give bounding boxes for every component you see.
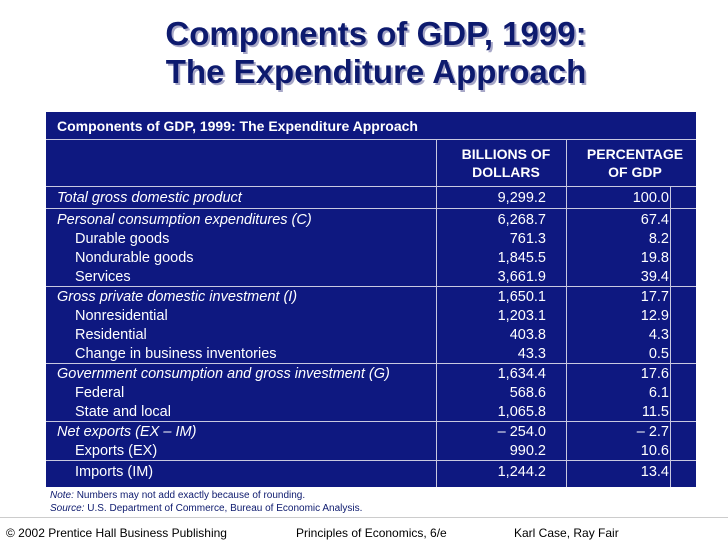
table-row: Nondurable goods 1,845.5 19.8 [46, 248, 696, 267]
row-label: Imports (IM) [75, 464, 154, 480]
note-label: Note: [50, 490, 74, 501]
gdp-table: Components of GDP, 1999: The Expenditure… [46, 112, 696, 487]
row-label: Change in business inventories [75, 346, 277, 362]
col-percent-header-2: OF GDP [608, 164, 662, 180]
row-percent: 4.3 [648, 327, 669, 343]
row-label: Nonresidential [75, 308, 168, 324]
source-label: Source: [50, 503, 85, 514]
row-percent: 17.7 [640, 289, 669, 305]
row-billions: 990.2 [509, 443, 546, 459]
table-row: Durable goods 761.3 8.2 [46, 229, 696, 248]
row-label: Personal consumption expenditures (C) [57, 212, 312, 228]
table-row: Total gross domestic product 9,299.2 100… [46, 188, 696, 207]
row-percent: 11.5 [641, 404, 669, 420]
row-billions: – 254.0 [497, 424, 546, 440]
row-label: Government consumption and gross investm… [57, 366, 390, 382]
row-billions: 3,661.9 [497, 269, 546, 285]
row-billions: 1,244.2 [497, 464, 546, 480]
table-row: State and local 1,065.8 11.5 [46, 402, 696, 421]
slide-footer: © 2002 Prentice Hall Business Publishing… [0, 517, 728, 547]
row-billions: 568.6 [509, 385, 546, 401]
row-percent: 67.4 [640, 212, 669, 228]
row-label: Federal [75, 385, 125, 401]
table-row: Personal consumption expenditures (C) 6,… [46, 210, 696, 229]
table-row: Imports (IM) 1,244.2 13.4 [46, 462, 696, 481]
slide-title-line2: The Expenditure Approach [165, 53, 587, 90]
source-text: U.S. Department of Commerce, Bureau of E… [87, 503, 363, 514]
row-percent: 13.4 [640, 464, 669, 480]
row-divider [46, 421, 696, 422]
row-percent: 39.4 [640, 269, 669, 285]
footnote-note: Note: Numbers may not add exactly becaus… [50, 490, 305, 501]
row-billions: 6,268.7 [497, 212, 546, 228]
table-row: Gross private domestic investment (I) 1,… [46, 287, 696, 306]
row-label: State and local [75, 404, 171, 420]
row-label: Total gross domestic product [57, 190, 242, 206]
table-row: Nonresidential 1,203.1 12.9 [46, 306, 696, 325]
caption-divider [46, 139, 696, 140]
row-divider [46, 286, 696, 287]
row-label: Nondurable goods [75, 250, 194, 266]
table-row: Federal 568.6 6.1 [46, 383, 696, 402]
col-divider-1 [436, 140, 437, 487]
row-billions: 403.8 [509, 327, 546, 343]
row-percent: – 2.7 [636, 424, 669, 440]
row-divider [46, 363, 696, 364]
row-percent: 12.9 [640, 308, 669, 324]
table-caption: Components of GDP, 1999: The Expenditure… [57, 118, 418, 134]
row-label: Services [75, 269, 131, 285]
row-percent: 8.2 [648, 231, 669, 247]
row-billions: 43.3 [517, 346, 546, 362]
row-label: Exports (EX) [75, 443, 158, 459]
footer-book: Principles of Economics, 6/e [296, 526, 447, 540]
note-text: Numbers may not add exactly because of r… [76, 490, 306, 501]
row-percent: 0.5 [648, 346, 669, 362]
row-percent: 17.6 [640, 366, 669, 382]
row-percent: 100.0 [632, 190, 669, 206]
table-row: Residential 403.8 4.3 [46, 325, 696, 344]
row-percent: 10.6 [640, 443, 669, 459]
slide-title-line1: Components of GDP, 1999: [165, 15, 587, 52]
table-row: Services 3,661.9 39.4 [46, 267, 696, 286]
table-row: Government consumption and gross investm… [46, 364, 696, 383]
row-divider [46, 208, 696, 209]
row-label: Net exports (EX – IM) [57, 424, 197, 440]
row-percent: 6.1 [648, 385, 669, 401]
row-label: Gross private domestic investment (I) [57, 289, 298, 305]
col-billions-header-2: DOLLARS [472, 164, 540, 180]
row-billions: 1,845.5 [497, 250, 546, 266]
col-divider-3 [670, 187, 671, 487]
row-billions: 761.3 [509, 231, 546, 247]
row-label: Durable goods [75, 231, 170, 247]
row-label: Residential [75, 327, 147, 343]
footer-copyright: © 2002 Prentice Hall Business Publishing [6, 526, 227, 540]
row-percent: 19.8 [640, 250, 669, 266]
row-billions: 1,650.1 [497, 289, 546, 305]
table-row: Net exports (EX – IM) – 254.0 – 2.7 [46, 422, 696, 441]
row-billions: 9,299.2 [497, 190, 546, 206]
table-row: Exports (EX) 990.2 10.6 [46, 441, 696, 460]
row-billions: 1,065.8 [497, 404, 546, 420]
table-row: Change in business inventories 43.3 0.5 [46, 344, 696, 363]
header-divider [46, 186, 696, 187]
footnote-source: Source: U.S. Department of Commerce, Bur… [50, 503, 362, 514]
col-percent-header-1: PERCENTAGE [586, 146, 684, 162]
row-divider [46, 460, 696, 461]
col-divider-2 [566, 140, 567, 487]
row-billions: 1,634.4 [497, 366, 546, 382]
footer-authors: Karl Case, Ray Fair [514, 526, 619, 540]
col-billions-header-1: BILLIONS OF [461, 146, 551, 162]
row-billions: 1,203.1 [497, 308, 546, 324]
